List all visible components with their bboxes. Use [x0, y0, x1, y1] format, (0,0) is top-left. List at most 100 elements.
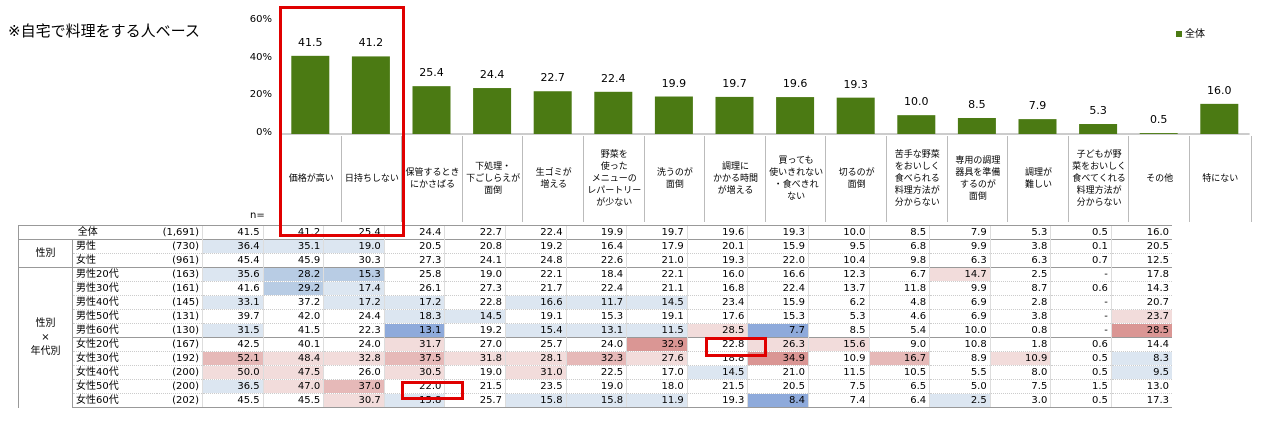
sample-size: (163)	[156, 267, 203, 282]
legend-label: 全体	[1185, 29, 1205, 40]
bar	[351, 56, 390, 135]
table-cell: 17.0	[626, 365, 688, 380]
table-cell: 40.1	[262, 337, 324, 352]
table-cell: -	[1050, 309, 1112, 324]
table-cell: 1.8	[989, 337, 1051, 352]
row-label: 男性50代	[72, 309, 157, 324]
table-cell: 14.5	[686, 365, 748, 380]
table-cell: 24.1	[444, 253, 506, 268]
table-row: 男性40代 (145) 33.1 37.2 17.2 17.2 22.8 16.6 11.7 14…	[19, 295, 1172, 310]
table-cell: 17.9	[626, 239, 688, 254]
table-cell: 28.1	[504, 351, 567, 366]
table-cell: 24.4	[323, 309, 385, 324]
table-cell: 1.5	[1050, 379, 1112, 394]
table-row: 女性 (961) 45.4 45.9 30.3 27.3 24.1 24.8 22.6 21.0 1…	[19, 253, 1172, 268]
bar-value-label: 8.5	[968, 97, 986, 111]
sample-size: (961)	[156, 253, 203, 268]
table-cell: 6.9	[929, 295, 991, 310]
table-cell: 14.5	[444, 309, 506, 324]
bar	[533, 91, 572, 134]
table-cell: 15.8	[565, 393, 627, 408]
table-cell: 19.3	[686, 393, 748, 408]
table-cell: 41.5	[262, 323, 324, 338]
table-row: 女性60代 (202) 45.5 45.5 30.7 15.8 25.7 15.8 15.8 11…	[19, 393, 1172, 408]
table-cell: 11.5	[626, 323, 688, 338]
table-cell: 26.1	[383, 281, 445, 296]
bar	[836, 97, 875, 134]
table-cell: 22.4	[565, 281, 627, 296]
table-cell: 50.0	[202, 365, 264, 380]
table-cell: 19.7	[626, 225, 688, 240]
row-label: 女性50代	[72, 379, 157, 394]
table-cell: 19.0	[323, 239, 385, 254]
table-cell: 0.5	[1050, 393, 1112, 408]
table-cell: 6.3	[989, 253, 1051, 268]
row-label: 女性	[72, 253, 157, 268]
row-label: 男性40代	[72, 295, 157, 310]
table-cell: 21.5	[686, 379, 748, 394]
table-cell: 16.4	[565, 239, 627, 254]
sample-size: (730)	[156, 239, 203, 254]
bar	[594, 91, 633, 134]
bar	[291, 55, 330, 134]
table-cell: 9.9	[929, 239, 991, 254]
table-cell: 22.5	[565, 365, 627, 380]
table-cell: 31.0	[504, 365, 567, 380]
table-cell: 17.8	[1110, 267, 1172, 282]
bar	[957, 117, 996, 134]
table-cell: 19.3	[747, 225, 809, 240]
table-cell: 15.9	[747, 295, 809, 310]
category-label: 子どもが野 菜をおいしく 食べてくれる 料理方法が 分からない	[1067, 136, 1130, 222]
bar-value-label: 16.0	[1207, 83, 1232, 97]
table-cell: -	[1050, 295, 1112, 310]
table-cell: 37.2	[262, 295, 324, 310]
table-cell: 7.7	[747, 323, 809, 338]
table-cell: 31.5	[202, 323, 264, 338]
table-cell: 19.1	[504, 309, 567, 324]
table-cell: 45.4	[202, 253, 264, 268]
table-cell: 47.5	[262, 365, 324, 380]
table-cell: 10.9	[807, 351, 870, 366]
table-cell: 26.3	[747, 337, 809, 352]
table-cell: 6.5	[868, 379, 930, 394]
table-cell: 22.8	[444, 295, 506, 310]
table-cell: 22.0	[747, 253, 809, 268]
table-cell: 3.0	[989, 393, 1051, 408]
table-cell: 41.5	[202, 225, 264, 240]
table-cell: 13.1	[565, 323, 627, 338]
table-cell: 16.0	[1110, 225, 1172, 240]
category-label: 調理に かかる時間 が増える	[704, 136, 766, 222]
category-label: 買っても 使いきれない ・食べきれ ない	[764, 136, 827, 222]
table-cell: 17.6	[686, 309, 748, 324]
table-cell: 28.2	[262, 267, 324, 282]
table-cell: 10.5	[868, 365, 930, 380]
bar	[473, 88, 512, 134]
table-row: 男性30代 (161) 41.6 29.2 17.4 26.1 27.3 21.7 22.4 21…	[19, 281, 1172, 296]
table-cell: 19.2	[444, 323, 506, 338]
table-cell: 25.7	[444, 393, 506, 408]
sample-size: (200)	[156, 365, 203, 380]
table-cell: 17.3	[1110, 393, 1172, 408]
table-cell: 20.1	[686, 239, 748, 254]
table-cell: 13.7	[807, 281, 870, 296]
table-cell: 28.5	[1110, 323, 1172, 338]
table-cell: 7.9	[929, 225, 991, 240]
table-cell: 16.6	[504, 295, 567, 310]
table-cell: 37.5	[383, 351, 445, 366]
table-cell: -	[1050, 267, 1112, 282]
table-cell: 41.6	[202, 281, 264, 296]
table-cell: 9.9	[929, 281, 991, 296]
highlight-box-female20s-time	[705, 337, 767, 357]
sample-size: (161)	[156, 281, 203, 296]
table-cell: 11.7	[565, 295, 627, 310]
table-cell: 8.3	[1110, 351, 1172, 366]
table-cell: 47.0	[262, 379, 324, 394]
table-cell: 11.9	[626, 393, 688, 408]
category-label: 苦手な野菜 をおいしく 食べられる 料理方法が 分からない	[886, 136, 948, 222]
table-cell: -	[1050, 323, 1112, 338]
table-cell: 0.1	[1050, 239, 1112, 254]
table-cell: 22.7	[444, 225, 506, 240]
table-cell: 15.9	[747, 239, 809, 254]
table-cell: 21.0	[747, 365, 809, 380]
legend: 全体	[1176, 25, 1205, 40]
